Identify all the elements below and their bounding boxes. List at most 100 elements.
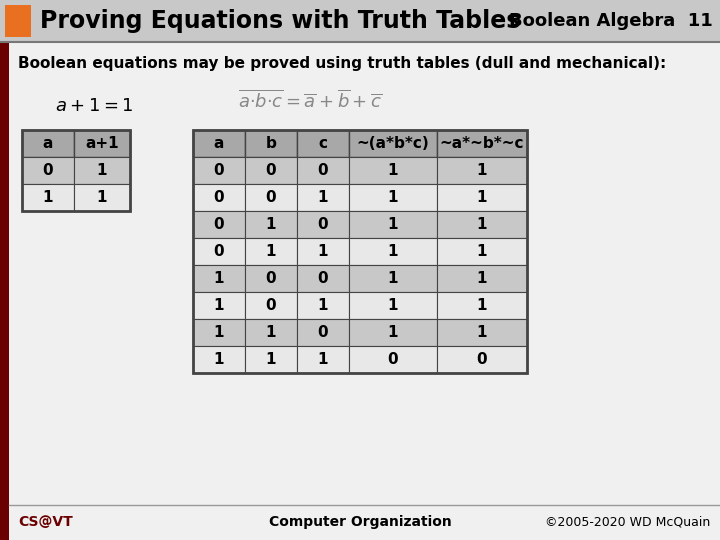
Text: 1: 1 (96, 190, 107, 205)
Bar (22, 184, 74, 211)
Text: 0: 0 (42, 163, 53, 178)
Text: $a+1=1$: $a+1=1$ (55, 97, 133, 115)
Bar (193, 130, 245, 157)
Bar (0, 0, 720, 42)
Text: 0: 0 (214, 190, 225, 205)
Bar (245, 130, 297, 157)
Bar (193, 238, 245, 265)
Text: 1: 1 (388, 163, 398, 178)
Bar (349, 346, 437, 373)
Text: ~a*~b*~c: ~a*~b*~c (440, 136, 524, 151)
Bar (297, 157, 349, 184)
Bar (245, 238, 297, 265)
Bar (349, 292, 437, 319)
Bar (245, 265, 297, 292)
Text: 1: 1 (96, 163, 107, 178)
Text: 1: 1 (388, 244, 398, 259)
Text: 0: 0 (266, 190, 276, 205)
Bar (349, 157, 437, 184)
Text: 1: 1 (266, 217, 276, 232)
Bar (297, 130, 349, 157)
Text: 0: 0 (318, 271, 328, 286)
Text: $\overline{a{\cdot}b{\cdot}c}=\overline{a}+\overline{b}+\overline{c}$: $\overline{a{\cdot}b{\cdot}c}=\overline{… (238, 90, 382, 112)
Bar (297, 184, 349, 211)
Bar (297, 346, 349, 373)
Text: 1: 1 (266, 325, 276, 340)
Text: 1: 1 (214, 352, 224, 367)
Bar (245, 292, 297, 319)
Text: 1: 1 (388, 217, 398, 232)
Bar (0, 42, 9, 540)
Bar (297, 319, 349, 346)
Bar (437, 292, 527, 319)
Text: 0: 0 (318, 217, 328, 232)
Text: 1: 1 (477, 217, 487, 232)
Bar (193, 211, 245, 238)
Text: Boolean equations may be proved using truth tables (dull and mechanical):: Boolean equations may be proved using tr… (18, 56, 666, 71)
Bar (437, 157, 527, 184)
Bar (22, 130, 74, 157)
Bar (437, 130, 527, 157)
Text: 1: 1 (388, 325, 398, 340)
Bar (297, 292, 349, 319)
Bar (437, 346, 527, 373)
Bar (349, 265, 437, 292)
Text: 0: 0 (266, 271, 276, 286)
Bar (349, 238, 437, 265)
Text: 1: 1 (318, 352, 328, 367)
Text: ~(a*b*c): ~(a*b*c) (356, 136, 429, 151)
Text: 0: 0 (266, 163, 276, 178)
Bar (437, 211, 527, 238)
Bar (74, 130, 130, 157)
Text: 1: 1 (477, 271, 487, 286)
Text: Boolean Algebra  11: Boolean Algebra 11 (509, 12, 713, 30)
Bar (245, 319, 297, 346)
Text: 0: 0 (477, 352, 487, 367)
Bar (437, 265, 527, 292)
Text: 1: 1 (388, 271, 398, 286)
Text: CS@VT: CS@VT (18, 515, 73, 529)
Text: 0: 0 (318, 325, 328, 340)
Text: 0: 0 (266, 298, 276, 313)
Bar (245, 346, 297, 373)
Bar (245, 157, 297, 184)
Text: 1: 1 (477, 325, 487, 340)
Text: 1: 1 (388, 298, 398, 313)
Text: ©2005-2020 WD McQuain: ©2005-2020 WD McQuain (545, 516, 710, 529)
Bar (297, 265, 349, 292)
Text: 0: 0 (318, 163, 328, 178)
Text: 1: 1 (388, 190, 398, 205)
Bar (22, 157, 74, 184)
Bar (349, 319, 437, 346)
Text: b: b (266, 136, 276, 151)
Text: 1: 1 (477, 190, 487, 205)
Text: 0: 0 (387, 352, 398, 367)
Bar (437, 238, 527, 265)
Bar (22, 130, 130, 211)
Text: a+1: a+1 (85, 136, 119, 151)
Bar (297, 238, 349, 265)
Text: Proving Equations with Truth Tables: Proving Equations with Truth Tables (40, 9, 521, 33)
Text: 1: 1 (266, 244, 276, 259)
Text: 0: 0 (214, 217, 225, 232)
Text: 1: 1 (477, 163, 487, 178)
Bar (193, 265, 245, 292)
Text: Computer Organization: Computer Organization (269, 515, 451, 529)
Bar (5, 5, 31, 37)
Bar (245, 184, 297, 211)
Bar (349, 211, 437, 238)
Text: 1: 1 (266, 352, 276, 367)
Text: 1: 1 (42, 190, 53, 205)
Bar (74, 184, 130, 211)
Text: 1: 1 (214, 271, 224, 286)
Text: a: a (42, 136, 53, 151)
Text: 0: 0 (214, 163, 225, 178)
Text: 1: 1 (318, 298, 328, 313)
Bar (193, 319, 245, 346)
Text: 1: 1 (214, 325, 224, 340)
Text: a: a (214, 136, 224, 151)
Text: 1: 1 (318, 190, 328, 205)
Bar (193, 346, 245, 373)
Bar (437, 184, 527, 211)
Bar (193, 292, 245, 319)
